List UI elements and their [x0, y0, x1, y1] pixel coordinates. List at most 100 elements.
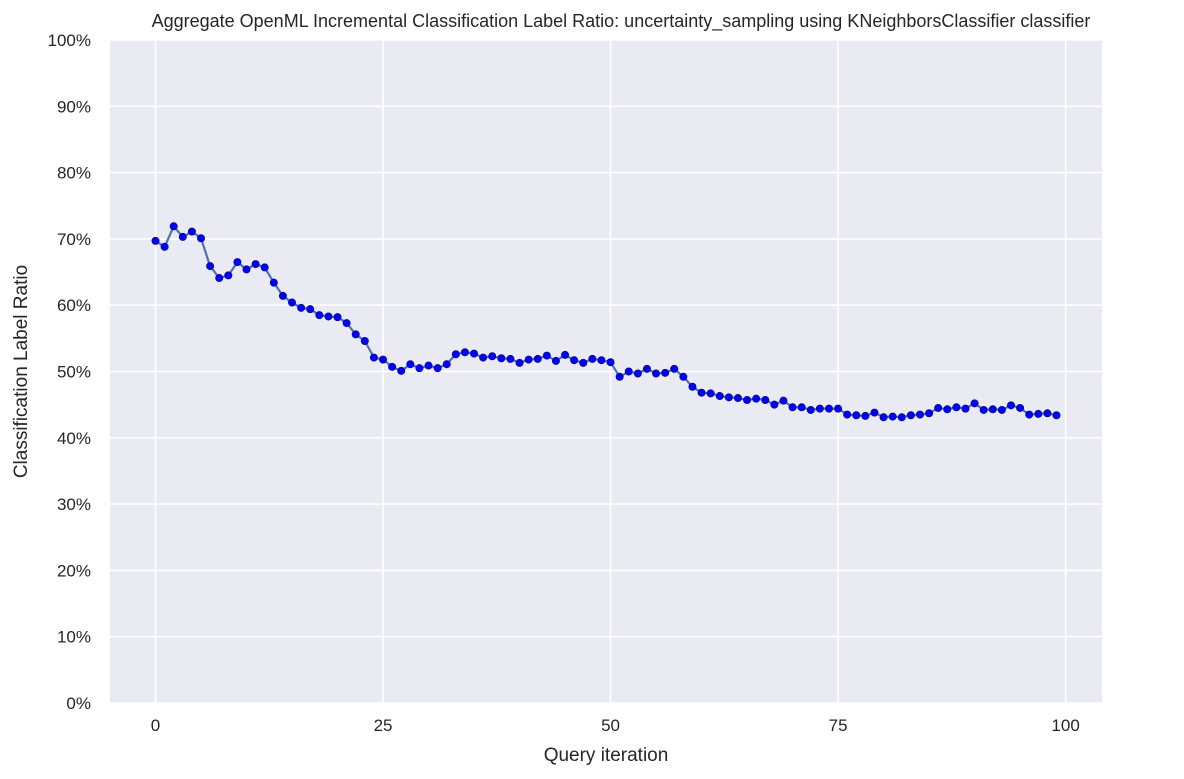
data-point: [169, 222, 178, 231]
data-point: [160, 242, 169, 251]
data-point: [369, 353, 378, 362]
y-axis-ticks: 0% 10% 20% 30% 40% 50% 60% 70% 80% 90% 100%: [48, 31, 91, 713]
y-tick-label: 60%: [57, 296, 91, 315]
data-point: [324, 312, 333, 321]
data-point: [433, 364, 442, 373]
data-point: [415, 364, 424, 373]
data-point: [997, 405, 1006, 414]
data-point: [551, 356, 560, 365]
data-point: [561, 350, 570, 359]
data-point: [151, 236, 160, 245]
data-point: [597, 356, 606, 365]
data-point: [488, 352, 497, 361]
data-point: [970, 399, 979, 408]
y-tick-label: 70%: [57, 230, 91, 249]
data-point: [542, 351, 551, 360]
data-point: [925, 409, 934, 418]
data-point: [588, 354, 597, 363]
data-point: [497, 354, 506, 363]
y-tick-label: 90%: [57, 97, 91, 116]
x-axis-label: Query iteration: [544, 745, 669, 766]
x-tick-label: 75: [829, 716, 848, 735]
data-point: [470, 349, 479, 358]
data-point: [269, 278, 278, 287]
series-line: [154, 224, 1057, 419]
series-points: [151, 222, 1061, 422]
data-point: [943, 405, 952, 414]
data-point: [952, 403, 961, 412]
data-point: [379, 355, 388, 364]
data-point: [187, 227, 196, 236]
data-point: [224, 271, 233, 280]
data-point: [288, 298, 297, 307]
data-point: [570, 356, 579, 365]
data-point: [1016, 403, 1025, 412]
data-point: [979, 405, 988, 414]
data-point: [524, 355, 533, 364]
data-point: [615, 372, 624, 381]
data-point: [1006, 401, 1015, 410]
data-point: [988, 405, 997, 414]
data-point: [788, 403, 797, 412]
data-point: [333, 313, 342, 322]
data-point: [579, 358, 588, 367]
data-point: [697, 388, 706, 397]
data-point: [706, 389, 715, 398]
data-point: [624, 367, 633, 376]
data-point: [460, 348, 469, 357]
data-point: [688, 382, 697, 391]
data-point: [1052, 411, 1061, 420]
data-point: [770, 400, 779, 409]
data-point: [715, 392, 724, 401]
data-point: [315, 311, 324, 320]
data-point: [388, 362, 397, 371]
data-point: [351, 330, 360, 339]
data-point: [533, 354, 542, 363]
data-point: [752, 394, 761, 403]
data-point: [806, 405, 815, 414]
data-point: [515, 358, 524, 367]
data-point: [260, 263, 269, 272]
data-point: [661, 368, 670, 377]
chart-title: Aggregate OpenML Incremental Classificat…: [152, 11, 1091, 32]
data-point: [297, 303, 306, 312]
data-point: [861, 411, 870, 420]
x-tick-label: 100: [1051, 716, 1079, 735]
data-point: [915, 410, 924, 419]
data-point: [824, 404, 833, 413]
y-axis-label: Classification Label Ratio: [11, 265, 32, 478]
data-point: [834, 404, 843, 413]
data-point: [1043, 409, 1052, 418]
data-point: [251, 260, 260, 269]
data-point: [934, 403, 943, 412]
y-tick-label: 100%: [48, 31, 91, 50]
data-point: [451, 350, 460, 359]
data-point: [278, 291, 287, 300]
data-point: [642, 364, 651, 373]
data-point: [442, 360, 451, 369]
data-point: [733, 394, 742, 403]
data-point: [906, 411, 915, 420]
x-tick-label: 50: [601, 716, 620, 735]
data-point: [897, 413, 906, 422]
data-point: [424, 361, 433, 370]
data-point: [197, 234, 206, 243]
data-point: [506, 354, 515, 363]
y-tick-label: 20%: [57, 561, 91, 580]
data-point: [679, 372, 688, 381]
x-axis-ticks: 0 25 50 75 100: [151, 716, 1080, 735]
x-tick-label: 0: [151, 716, 160, 735]
data-point: [1025, 410, 1034, 419]
data-point: [870, 408, 879, 417]
data-point: [724, 393, 733, 402]
y-tick-label: 80%: [57, 164, 91, 183]
x-tick-label: 25: [374, 716, 393, 735]
data-point: [397, 366, 406, 375]
y-tick-label: 30%: [57, 495, 91, 514]
data-point: [406, 360, 415, 369]
data-point: [360, 337, 369, 346]
data-point: [206, 262, 215, 271]
data-point: [743, 396, 752, 405]
data-point: [779, 396, 788, 405]
